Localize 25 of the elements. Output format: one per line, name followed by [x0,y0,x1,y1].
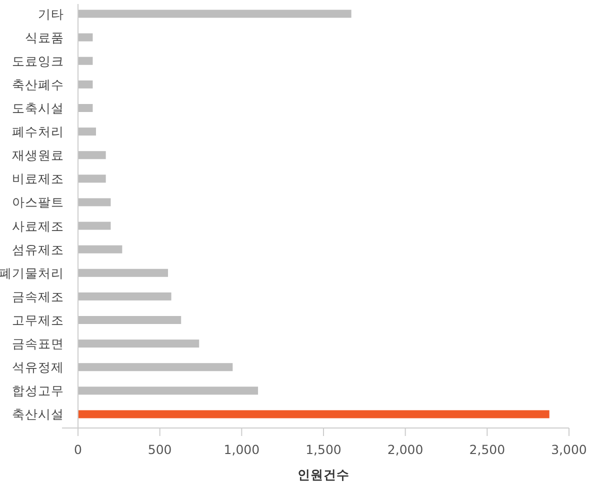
y-tick-label: 식료품 [25,30,64,45]
y-tick-label: 기타 [38,6,64,22]
y-tick-label: 아스팔트 [12,194,64,210]
y-tick-label: 금속표면 [12,336,64,352]
y-tick-label: 재생원료 [12,148,64,163]
x-tick-label: 0 [74,442,82,457]
y-tick-label: 폐수처리 [12,124,64,140]
y-tick-label: 섬유제조 [12,242,64,257]
y-tick-label: 고무제조 [12,312,64,328]
x-tick-label: 3,000 [551,442,587,457]
x-tick-label: 2,500 [469,442,506,457]
y-tick-label: 축산시설 [12,406,64,422]
y-tick-label: 축산폐수 [12,76,64,92]
y-tick-label: 도료잉크 [12,53,64,68]
y-tick-label: 석유정제 [12,360,64,375]
x-axis-title: 인원건수 [298,467,350,482]
y-tick-label: 합성고무 [12,383,64,398]
y-tick-label: 도축시설 [12,100,64,116]
x-tick-label: 1,500 [306,442,342,457]
y-tick-label: 비료제조 [12,171,64,186]
x-tick-label: 500 [148,442,172,457]
x-tick-label: 1,000 [224,442,260,457]
y-tick-label: 금속제조 [12,288,64,304]
y-tick-label: 사료제조 [12,218,64,234]
x-tick-label: 2,000 [387,442,424,457]
